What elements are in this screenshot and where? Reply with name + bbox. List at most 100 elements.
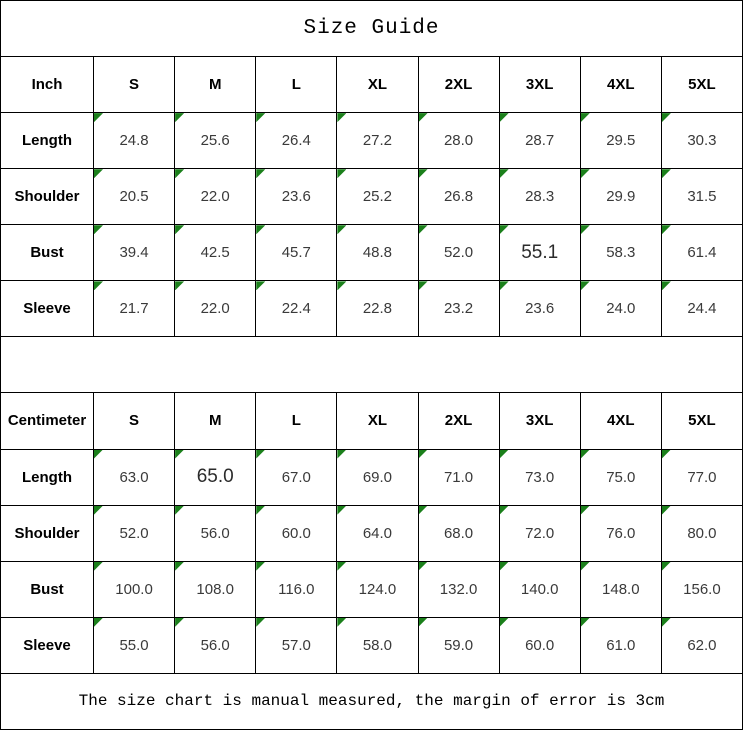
size-value-cell: 68.0 [417, 504, 500, 562]
size-value-cell: 24.4 [660, 280, 743, 338]
row-label: Length [0, 448, 94, 506]
row-label: Bust [0, 224, 94, 282]
table-row: Bust 100.0 108.0 116.0 124.0 132.0 140.0… [0, 560, 743, 618]
size-value-cell: 148.0 [579, 560, 662, 618]
footer-row: The size chart is manual measured, the m… [0, 672, 743, 730]
size-column-header: XL [336, 392, 419, 450]
size-value-cell: 76.0 [579, 504, 662, 562]
size-value-cell: 69.0 [336, 448, 419, 506]
table-row: Length 63.0 65.0 67.0 69.0 71.0 73.0 75.… [0, 448, 743, 506]
size-column-header: 3XL [498, 392, 581, 450]
size-value-cell: 39.4 [92, 224, 176, 282]
size-value-cell: 24.8 [92, 112, 176, 170]
unit-header-centimeter: Centimeter [0, 392, 94, 450]
size-value-cell: 140.0 [498, 560, 581, 618]
centimeter-header-row: Centimeter S M L XL 2XL 3XL 4XL 5XL [0, 392, 743, 450]
row-label: Shoulder [0, 504, 94, 562]
table-row: Bust 39.4 42.5 45.7 48.8 52.0 55.1 58.3 … [0, 224, 743, 282]
unit-header-inch: Inch [0, 56, 94, 114]
size-value-cell: 42.5 [174, 224, 257, 282]
size-value-cell: 55.0 [92, 616, 176, 674]
size-column-header: L [255, 392, 338, 450]
size-value-cell: 24.0 [579, 280, 662, 338]
spacer-row [0, 336, 743, 394]
size-value-cell: 29.5 [579, 112, 662, 170]
size-value-cell: 100.0 [92, 560, 176, 618]
size-column-header: 3XL [498, 56, 581, 114]
size-value-cell: 156.0 [660, 560, 743, 618]
size-value-cell: 61.4 [660, 224, 743, 282]
table-row: Shoulder 52.0 56.0 60.0 64.0 68.0 72.0 7… [0, 504, 743, 562]
size-column-header: 4XL [579, 392, 662, 450]
size-column-header: M [174, 392, 257, 450]
size-value-cell: 22.0 [174, 280, 257, 338]
size-value-cell: 21.7 [92, 280, 176, 338]
size-value-cell: 63.0 [92, 448, 176, 506]
row-label: Length [0, 112, 94, 170]
size-value-cell: 27.2 [336, 112, 419, 170]
row-label: Bust [0, 560, 94, 618]
size-value-cell: 67.0 [255, 448, 338, 506]
size-value-cell: 22.8 [336, 280, 419, 338]
size-value-cell: 59.0 [417, 616, 500, 674]
size-value-cell: 60.0 [255, 504, 338, 562]
size-value-cell: 75.0 [579, 448, 662, 506]
size-value-cell: 28.0 [417, 112, 500, 170]
size-value-cell: 116.0 [255, 560, 338, 618]
size-value-cell: 62.0 [660, 616, 743, 674]
size-value-cell: 23.2 [417, 280, 500, 338]
spacer-cell [0, 336, 743, 394]
size-column-header: 4XL [579, 56, 662, 114]
size-column-header: 5XL [660, 392, 743, 450]
size-value-cell: 45.7 [255, 224, 338, 282]
size-value-cell: 65.0 [174, 448, 257, 506]
size-value-cell: 22.4 [255, 280, 338, 338]
inch-header-row: Inch S M L XL 2XL 3XL 4XL 5XL [0, 56, 743, 114]
size-column-header: 2XL [417, 392, 500, 450]
table-row: Shoulder 20.5 22.0 23.6 25.2 26.8 28.3 2… [0, 168, 743, 226]
table-row: Sleeve 55.0 56.0 57.0 58.0 59.0 60.0 61.… [0, 616, 743, 674]
size-column-header: 2XL [417, 56, 500, 114]
size-value-cell: 48.8 [336, 224, 419, 282]
size-value-cell: 29.9 [579, 168, 662, 226]
size-value-cell: 25.2 [336, 168, 419, 226]
size-value-cell: 23.6 [498, 280, 581, 338]
row-label: Sleeve [0, 616, 94, 674]
size-value-cell: 20.5 [92, 168, 176, 226]
size-column-header: S [92, 56, 176, 114]
size-value-cell: 60.0 [498, 616, 581, 674]
size-value-cell: 31.5 [660, 168, 743, 226]
row-label: Sleeve [0, 280, 94, 338]
size-value-cell: 132.0 [417, 560, 500, 618]
size-value-cell: 26.8 [417, 168, 500, 226]
row-label: Shoulder [0, 168, 94, 226]
size-value-cell: 52.0 [417, 224, 500, 282]
size-value-cell: 30.3 [660, 112, 743, 170]
footer-note: The size chart is manual measured, the m… [0, 672, 743, 730]
size-column-header: M [174, 56, 257, 114]
size-value-cell: 58.3 [579, 224, 662, 282]
size-value-cell: 77.0 [660, 448, 743, 506]
page-title: Size Guide [0, 0, 743, 58]
size-value-cell: 80.0 [660, 504, 743, 562]
size-value-cell: 23.6 [255, 168, 338, 226]
size-value-cell: 64.0 [336, 504, 419, 562]
size-value-cell: 72.0 [498, 504, 581, 562]
size-value-cell: 52.0 [92, 504, 176, 562]
size-value-cell: 124.0 [336, 560, 419, 618]
size-value-cell: 108.0 [174, 560, 257, 618]
size-value-cell: 22.0 [174, 168, 257, 226]
title-row: Size Guide [0, 0, 743, 58]
size-value-cell: 56.0 [174, 616, 257, 674]
size-column-header: L [255, 56, 338, 114]
size-column-header: S [92, 392, 176, 450]
size-value-cell: 61.0 [579, 616, 662, 674]
size-column-header: XL [336, 56, 419, 114]
size-column-header: 5XL [660, 56, 743, 114]
size-value-cell: 55.1 [498, 224, 581, 282]
table-row: Length 24.8 25.6 26.4 27.2 28.0 28.7 29.… [0, 112, 743, 170]
table-row: Sleeve 21.7 22.0 22.4 22.8 23.2 23.6 24.… [0, 280, 743, 338]
size-value-cell: 25.6 [174, 112, 257, 170]
